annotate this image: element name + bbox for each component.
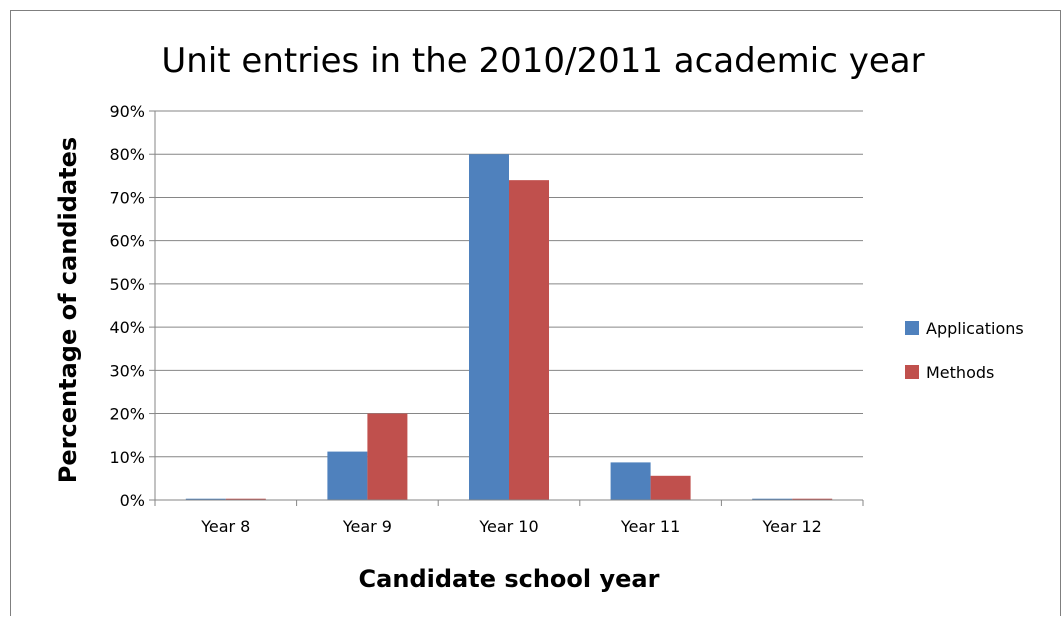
bar-methods-year-9 [367, 413, 408, 500]
bar-applications-year-9 [327, 451, 368, 500]
x-axis-title: Candidate school year [359, 565, 660, 593]
y-tick-label: 60% [109, 232, 145, 251]
legend-swatch-methods [905, 365, 919, 379]
y-tick-label: 90% [109, 102, 145, 121]
legend-label-methods: Methods [926, 363, 994, 382]
y-tick-label: 50% [109, 275, 145, 294]
bar-applications-year-10 [468, 154, 509, 500]
y-tick-label: 20% [109, 405, 145, 424]
x-tick-label: Year 10 [478, 517, 538, 536]
legend-swatch-applications [905, 321, 919, 335]
y-tick-label: 80% [109, 145, 145, 164]
bar-methods-year-11 [650, 475, 691, 500]
x-tick-label: Year 12 [762, 517, 822, 536]
chart-title: Unit entries in the 2010/2011 academic y… [161, 41, 924, 81]
y-tick-label: 40% [109, 318, 145, 337]
bar-methods-year-8 [225, 498, 266, 500]
y-tick-label: 30% [109, 361, 145, 380]
bar-applications-year-8 [185, 498, 226, 500]
bar-methods-year-12 [792, 498, 833, 500]
x-tick-label: Year 8 [200, 517, 250, 536]
y-axis-title: Percentage of candidates [54, 137, 82, 483]
y-tick-label: 10% [109, 448, 145, 467]
bar-methods-year-10 [509, 180, 550, 500]
x-tick-label: Year 11 [620, 517, 680, 536]
legend-label-applications: Applications [926, 319, 1024, 338]
y-tick-label: 0% [120, 491, 145, 510]
bar-applications-year-12 [752, 498, 793, 500]
y-tick-label: 70% [109, 188, 145, 207]
x-tick-label: Year 9 [342, 517, 392, 536]
bar-applications-year-11 [610, 462, 651, 500]
